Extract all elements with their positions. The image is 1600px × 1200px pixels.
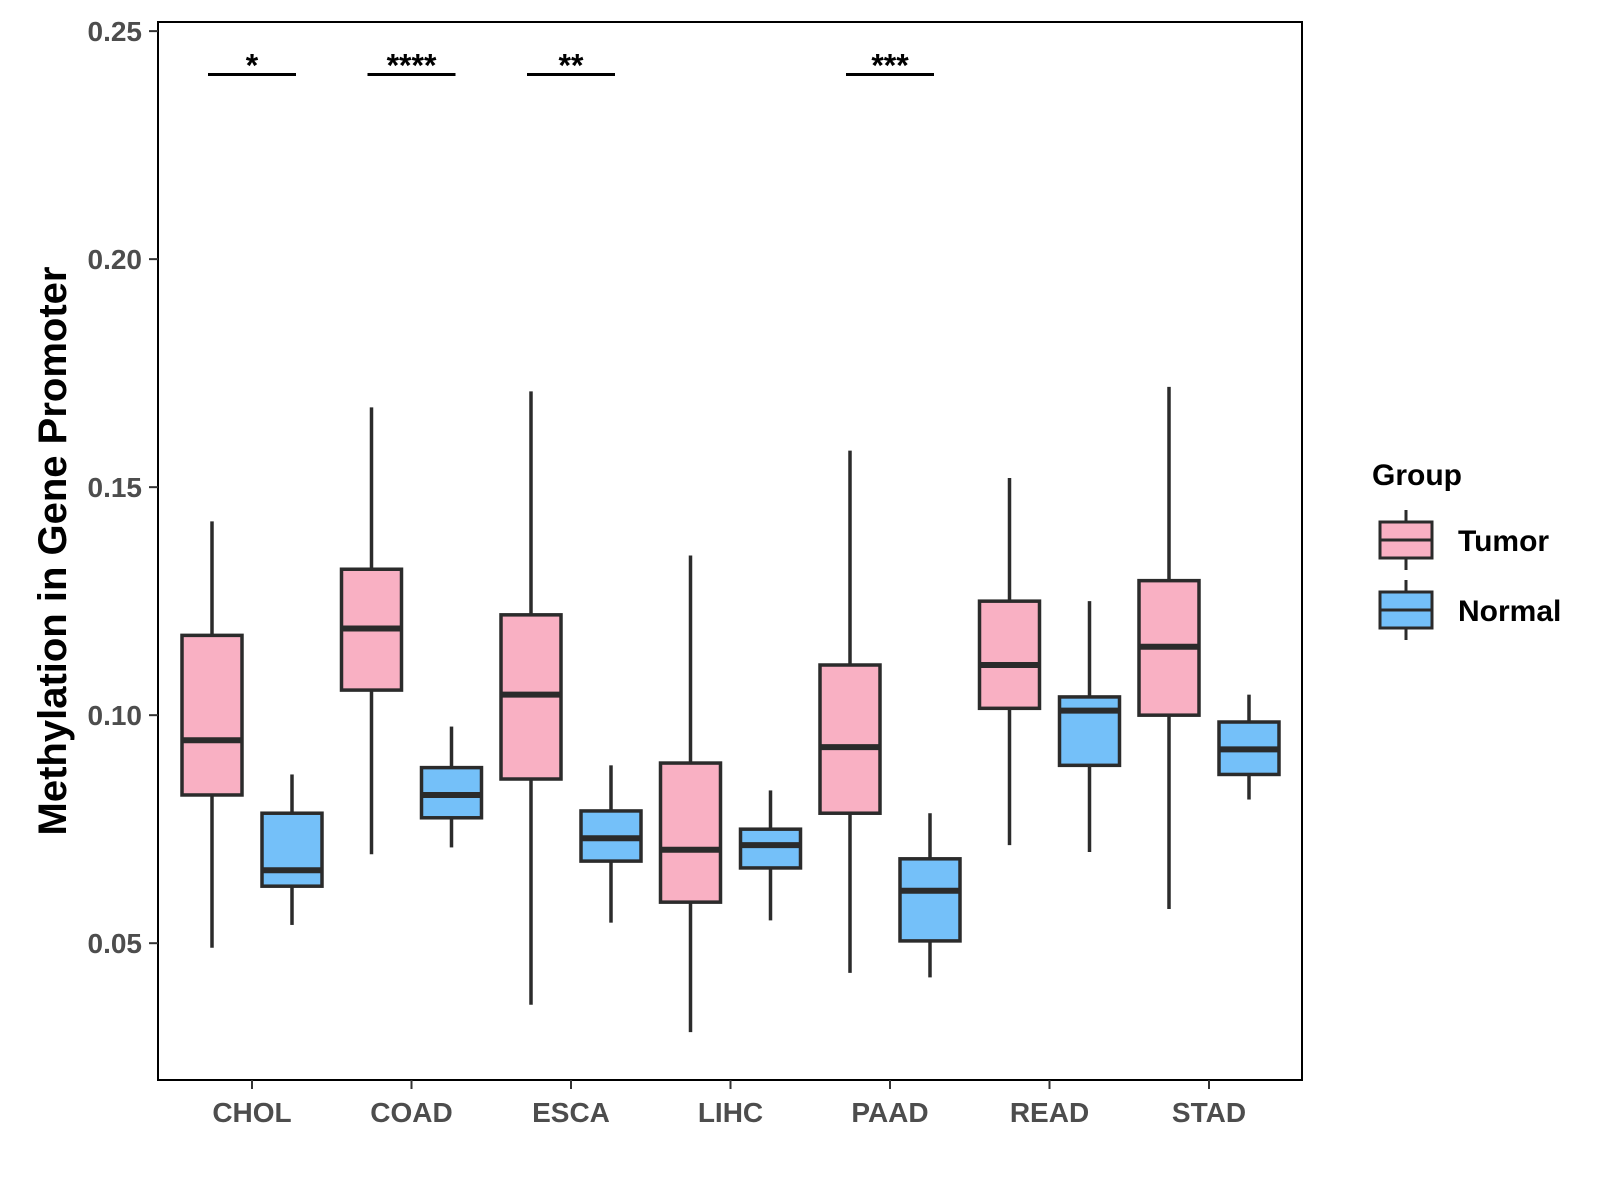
significance-label: *** [871, 47, 909, 83]
box-normal-lihc [738, 790, 803, 921]
box-normal-esca [579, 765, 643, 923]
y-tick-label: 0.25 [88, 16, 143, 47]
box-normal-paad [898, 813, 962, 978]
box-tumor-coad [339, 407, 404, 855]
box-iqr [260, 811, 324, 888]
significance-chol: * [208, 47, 296, 83]
x-tick-label: PAAD [851, 1097, 928, 1128]
x-tick-label: COAD [370, 1097, 452, 1128]
box-tumor-stad [1137, 386, 1201, 909]
y-tick-label: 0.20 [88, 244, 143, 275]
box-iqr [658, 761, 723, 904]
x-axis: CHOL COAD ESCA LIHC PAAD READ STAD [212, 1080, 1246, 1128]
legend-title: Group [1372, 459, 1462, 492]
significance-label: **** [387, 47, 437, 83]
box-tumor-chol [180, 521, 244, 948]
significance-label: * [246, 47, 259, 83]
y-tick-label: 0.10 [88, 700, 143, 731]
box-iqr [818, 663, 882, 815]
box-iqr [1057, 695, 1122, 768]
box-normal-coad [419, 726, 484, 848]
y-tick-label: 0.15 [88, 472, 143, 503]
legend: Group Tumor Normal [1372, 459, 1561, 640]
legend-label: Tumor [1458, 525, 1549, 558]
significance-coad: **** [367, 47, 456, 83]
panel-border [157, 21, 1303, 1081]
y-axis-title: Methylation in Gene Promoter [31, 267, 75, 836]
significance-esca: ** [527, 47, 615, 83]
box-normal-read [1057, 601, 1122, 852]
box-tumor-paad [818, 450, 882, 973]
significance-label: ** [559, 47, 584, 83]
y-axis: 0.05 0.10 0.15 0.20 0.25 [88, 16, 158, 959]
box-iqr [738, 827, 803, 870]
x-tick-label: READ [1010, 1097, 1089, 1128]
box-iqr [898, 857, 962, 943]
x-tick-label: ESCA [532, 1097, 610, 1128]
box-iqr [180, 633, 244, 797]
x-tick-label: STAD [1172, 1097, 1246, 1128]
x-tick-label: LIHC [698, 1097, 763, 1128]
x-tick-label: CHOL [212, 1097, 291, 1128]
legend-label: Normal [1458, 595, 1561, 628]
box-tumor-lihc [658, 555, 723, 1033]
box-tumor-esca [499, 391, 563, 1005]
significance-paad: *** [846, 47, 934, 83]
plot-area [157, 21, 1303, 1081]
box-normal-stad [1217, 694, 1281, 800]
box-series [180, 386, 1281, 1033]
significance-annotations: * **** ** *** [208, 47, 934, 83]
box-normal-chol [260, 774, 324, 925]
box-iqr [977, 599, 1042, 711]
box-tumor-read [977, 478, 1042, 846]
y-tick-label: 0.05 [88, 928, 143, 959]
legend-entry-normal: Normal [1378, 580, 1561, 640]
legend-entry-tumor: Tumor [1378, 510, 1549, 570]
